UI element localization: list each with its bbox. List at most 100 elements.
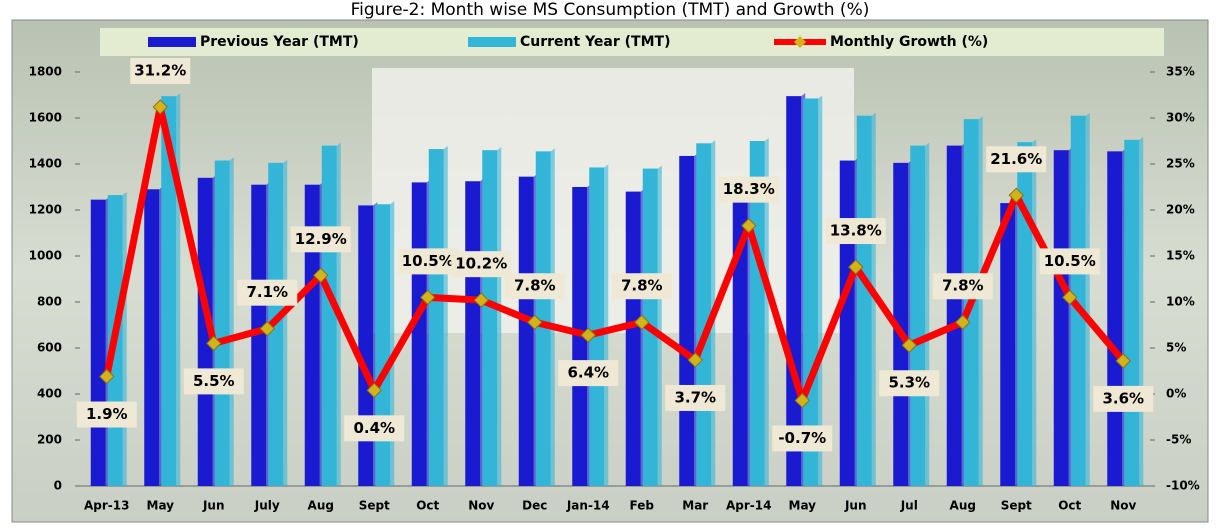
bar xyxy=(839,160,855,487)
growth-marker xyxy=(580,327,596,343)
data-label: 7.1% xyxy=(246,283,288,301)
data-label: 3.7% xyxy=(674,388,716,406)
bar xyxy=(1124,139,1140,486)
bar-side xyxy=(1139,136,1144,486)
y2-tick-label: 0% xyxy=(1166,387,1186,401)
data-label-box xyxy=(237,279,298,306)
bar xyxy=(375,204,391,486)
data-label: 10.5% xyxy=(1044,252,1096,270)
data-label-box xyxy=(504,273,565,300)
data-label: 5.3% xyxy=(888,374,930,392)
x-tick-label: Oct xyxy=(1058,499,1081,513)
x-tick-label: July xyxy=(254,499,280,513)
bar-side xyxy=(176,93,181,487)
data-label-box xyxy=(718,176,779,203)
bar xyxy=(465,181,481,486)
growth-marker xyxy=(259,320,275,337)
bar xyxy=(1070,115,1086,486)
growth-marker xyxy=(794,392,810,409)
data-label-box xyxy=(932,273,993,300)
bar xyxy=(910,145,926,486)
growth-line xyxy=(103,103,1126,404)
bar-side xyxy=(229,157,234,487)
data-label-box xyxy=(879,370,940,397)
data-label: 13.8% xyxy=(830,222,882,240)
x-tick-label: Apr-14 xyxy=(726,499,771,513)
bar-side xyxy=(764,138,769,486)
bar xyxy=(428,149,444,487)
bar xyxy=(518,176,534,486)
bar xyxy=(321,145,337,486)
legend-label: Current Year (TMT) xyxy=(520,34,670,50)
bar xyxy=(589,167,605,486)
growth-marker xyxy=(313,267,329,284)
y2-tick-label: 10% xyxy=(1166,295,1195,309)
legend-swatch xyxy=(148,37,196,47)
data-label: 7.8% xyxy=(514,277,556,295)
growth-marker xyxy=(152,99,168,115)
growth-marker xyxy=(1062,289,1078,306)
y2-tick-label: 30% xyxy=(1166,111,1195,125)
growth-marker xyxy=(741,217,757,234)
bar xyxy=(197,177,213,487)
growth-marker xyxy=(206,335,222,352)
bar xyxy=(482,150,498,486)
bar xyxy=(214,160,230,487)
x-tick-label: Jan-14 xyxy=(566,499,610,513)
data-label: 7.8% xyxy=(942,277,984,295)
bar xyxy=(358,205,374,486)
x-tick-label: Jun xyxy=(202,499,225,513)
x-tick-label: Oct xyxy=(416,499,439,513)
y-tick-label: 0 xyxy=(54,479,62,493)
y-tick-label: 1800 xyxy=(29,65,62,79)
bar xyxy=(251,184,267,486)
bar xyxy=(161,96,177,487)
bar xyxy=(144,189,160,487)
growth-marker xyxy=(1008,187,1024,203)
y2-tick-label: -10% xyxy=(1166,479,1200,493)
data-label-box xyxy=(558,360,619,387)
x-tick-label: May xyxy=(147,499,175,513)
bar xyxy=(679,155,695,486)
x-tick-label: Apr-13 xyxy=(84,499,129,513)
data-label: 31.2% xyxy=(134,61,186,79)
growth-marker xyxy=(420,289,436,306)
bar-side xyxy=(925,142,930,486)
legend-box xyxy=(100,28,1164,56)
bar xyxy=(1107,151,1123,486)
data-label: 0.4% xyxy=(353,419,395,437)
data-label: 3.6% xyxy=(1102,389,1144,407)
data-label: 5.5% xyxy=(193,372,235,390)
y-tick-label: 200 xyxy=(37,433,62,447)
bar xyxy=(90,199,106,486)
data-label: 21.6% xyxy=(990,150,1042,168)
growth-marker xyxy=(1115,353,1131,369)
growth-marker xyxy=(473,292,489,308)
y-tick-label: 1000 xyxy=(29,249,62,263)
growth-marker xyxy=(848,259,864,275)
bar-side xyxy=(283,159,288,486)
bar xyxy=(625,191,641,486)
y-tick-label: 1400 xyxy=(29,157,62,171)
growth-marker xyxy=(955,314,971,330)
data-label: 7.8% xyxy=(621,277,663,295)
data-label-box xyxy=(772,425,833,452)
x-tick-label: May xyxy=(789,499,817,513)
bar xyxy=(856,115,872,486)
growth-marker xyxy=(901,337,917,353)
data-label: 10.5% xyxy=(402,252,454,270)
growth-marker xyxy=(634,314,650,330)
legend-label: Previous Year (TMT) xyxy=(200,34,359,50)
data-label-box xyxy=(397,248,458,275)
y2-tick-label: -5% xyxy=(1166,433,1191,447)
y-tick-label: 800 xyxy=(37,295,62,309)
growth-marker xyxy=(99,368,115,385)
bar-side xyxy=(1032,139,1037,486)
bar-side xyxy=(443,146,448,487)
x-tick-label: Nov xyxy=(468,499,494,513)
data-label-box xyxy=(130,57,191,84)
y-tick-label: 600 xyxy=(37,341,62,355)
bar xyxy=(1000,203,1016,486)
data-label: 1.9% xyxy=(86,405,128,423)
